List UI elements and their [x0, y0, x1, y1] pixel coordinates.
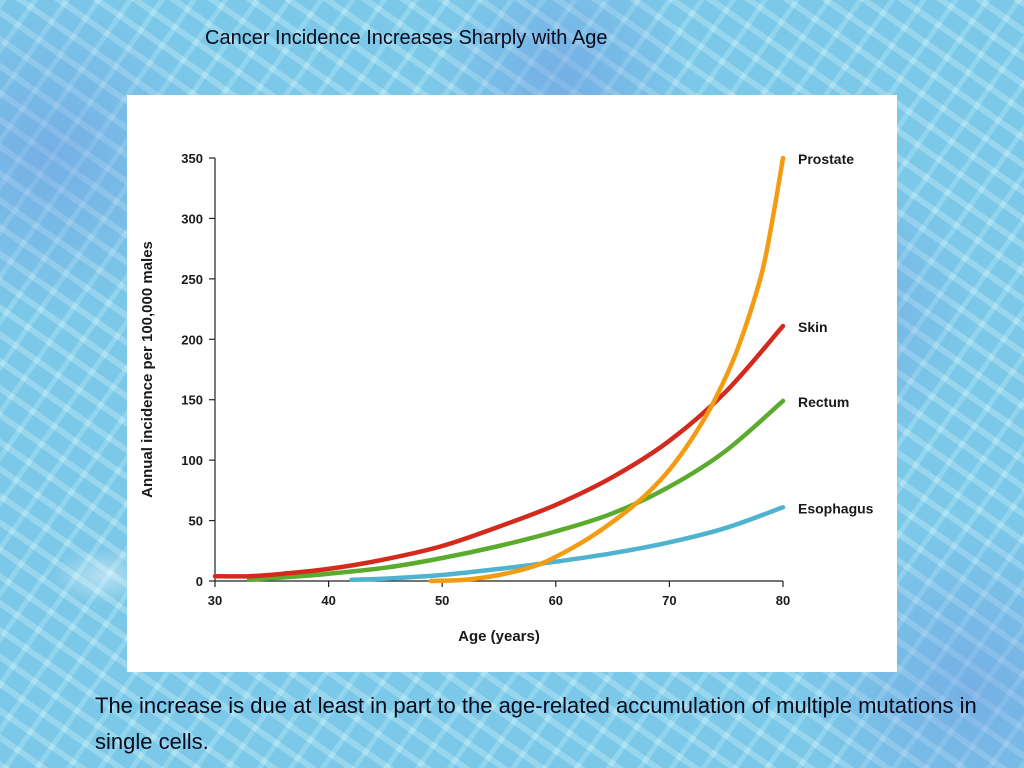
x-tick-label: 80: [776, 593, 790, 608]
incidence-line-chart: 0 50 100 150 200 250 300 350 30 40 50 60 70 80 Age (ye…: [139, 151, 874, 645]
series-line-esophagus: [349, 505, 786, 583]
y-tick-label: 250: [181, 272, 203, 287]
series-label-rectum: Rectum: [798, 394, 849, 410]
series-line-skin: [212, 323, 786, 579]
slide-caption: The increase is due at least in part to …: [95, 693, 977, 754]
x-tick-label: 60: [549, 593, 563, 608]
y-tick-label: 200: [181, 332, 203, 347]
y-axis-title: Annual incidence per 100,000 males: [139, 241, 156, 498]
x-tick-label: 50: [435, 593, 449, 608]
series-line-prostate: [428, 155, 786, 584]
series-label-prostate: Prostate: [798, 151, 854, 167]
y-tick-label: 350: [181, 151, 203, 166]
series-line-rectum: [246, 398, 786, 583]
x-axis-title: Age (years): [458, 628, 540, 645]
x-tick-label: 70: [662, 593, 676, 608]
chart-panel: 0 50 100 150 200 250 300 350 30 40 50 60 70 80 Age (ye…: [127, 95, 897, 672]
y-tick-label: 0: [196, 574, 203, 589]
slide-title: Cancer Incidence Increases Sharply with …: [205, 27, 608, 49]
y-tick-label: 100: [181, 453, 203, 468]
x-tick-label: 30: [208, 593, 222, 608]
y-tick-label: 50: [189, 514, 203, 529]
series-label-skin: Skin: [798, 319, 828, 335]
y-tick-label: 300: [181, 211, 203, 226]
series-label-esophagus: Esophagus: [798, 500, 874, 516]
x-tick-label: 40: [321, 593, 335, 608]
y-tick-label: 150: [181, 393, 203, 408]
